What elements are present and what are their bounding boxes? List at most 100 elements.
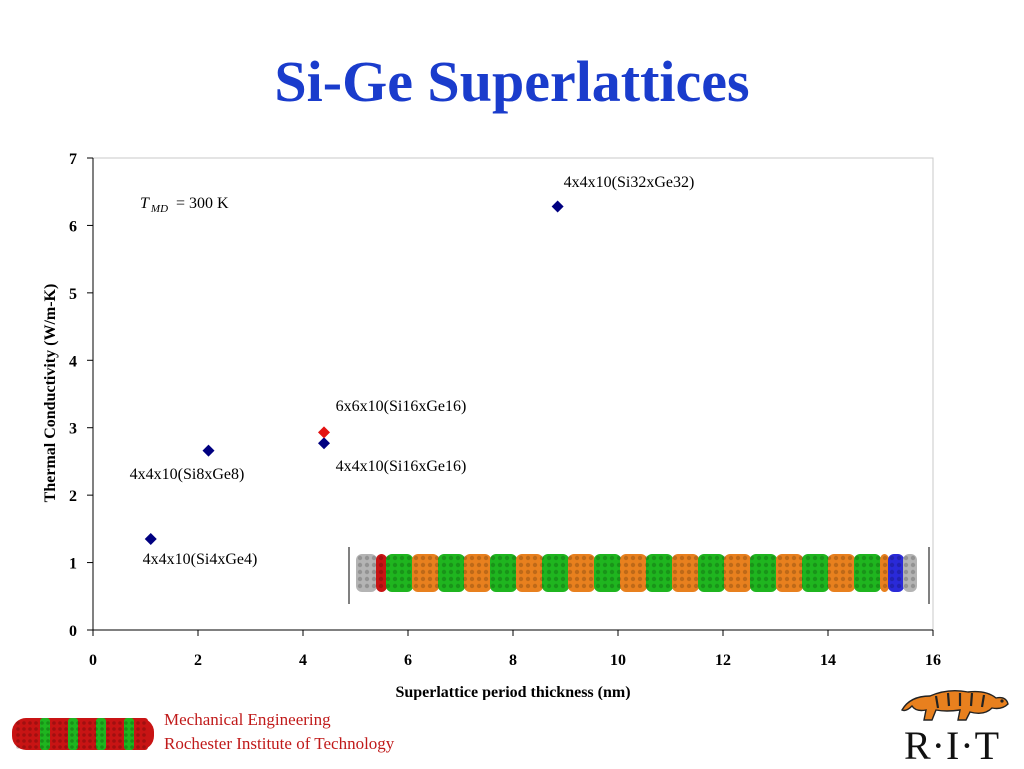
- nanowire-atom: [630, 555, 636, 561]
- nanowire-atom: [686, 569, 692, 575]
- nanowire-atom: [434, 576, 440, 582]
- nanowire-atom: [567, 583, 573, 589]
- nanowire-atom: [763, 562, 769, 568]
- nanowire-atom: [896, 569, 902, 575]
- nanowire-atom: [728, 583, 734, 589]
- nanowire-atom: [882, 583, 888, 589]
- nanowire-atom: [721, 562, 727, 568]
- tiger-logo: [901, 689, 1009, 721]
- nanowire-atom: [658, 583, 664, 589]
- nanowire-atom: [581, 576, 587, 582]
- si-ge-nanowire-graphic: [12, 718, 154, 750]
- footer-wire-atom: [106, 745, 110, 749]
- nanowire-atom: [896, 583, 902, 589]
- nanowire-atom: [623, 562, 629, 568]
- nanowire-segment: [464, 554, 491, 592]
- nanowire-atom: [861, 583, 867, 589]
- nanowire-atom: [833, 583, 839, 589]
- nanowire-atom: [714, 562, 720, 568]
- nanowire-atom: [511, 583, 517, 589]
- footer-wire-atom: [82, 733, 86, 737]
- nanowire-atom: [707, 583, 713, 589]
- footer-wire-atom: [88, 733, 92, 737]
- nanowire-atom: [574, 583, 580, 589]
- nanowire-atom: [735, 576, 741, 582]
- nanowire-atom: [588, 576, 594, 582]
- footer-wire-atom: [46, 745, 50, 749]
- nanowire-atom: [420, 555, 426, 561]
- footer-wire-atom: [100, 745, 104, 749]
- footer-wire-atom: [58, 721, 62, 725]
- nanowire-atom: [483, 555, 489, 561]
- footer-wire-atom: [52, 739, 56, 743]
- nanowire-atom: [364, 562, 370, 568]
- footer-wire-atom: [28, 739, 32, 743]
- nanowire-atom: [385, 576, 391, 582]
- nanowire-atom: [602, 576, 608, 582]
- footer-wire-atom: [130, 721, 134, 725]
- nanowire-atom: [490, 576, 496, 582]
- footer-wire-atom: [118, 733, 122, 737]
- nanowire-segment: [750, 554, 777, 592]
- nanowire-atom: [784, 555, 790, 561]
- nanowire-atom: [707, 562, 713, 568]
- x-axis-ticks: 0 2 4 6 8 10 12 14 16: [89, 630, 941, 669]
- nanowire-atom: [574, 555, 580, 561]
- nanowire-atom: [868, 576, 874, 582]
- nanowire-atom: [791, 583, 797, 589]
- nanowire-atom: [721, 555, 727, 561]
- nanowire-atom: [693, 583, 699, 589]
- nanowire-atom: [763, 583, 769, 589]
- nanowire-atom: [371, 576, 377, 582]
- x-tick-label: 0: [89, 652, 97, 669]
- nanowire-atom: [546, 569, 552, 575]
- x-tick-label: 12: [715, 652, 731, 669]
- nanowire-atom: [455, 569, 461, 575]
- nanowire-atom: [469, 583, 475, 589]
- footer-wire-atom: [52, 745, 56, 749]
- nanowire-atom: [686, 562, 692, 568]
- y-axis-label: Thermal Conductivity (W/m-K): [42, 284, 59, 503]
- nanowire-atom: [868, 562, 874, 568]
- nanowire-atom: [721, 583, 727, 589]
- footer-wire-atom: [94, 739, 98, 743]
- nanowire-atom: [651, 576, 657, 582]
- nanowire-atom: [707, 555, 713, 561]
- footer-wire-atom: [52, 721, 56, 725]
- footer-wire-atom: [52, 733, 56, 737]
- nanowire-atom: [672, 569, 678, 575]
- nanowire-atom: [868, 555, 874, 561]
- nanowire-atom: [364, 569, 370, 575]
- footer-department: Mechanical Engineering: [164, 710, 331, 729]
- nanowire-atom: [889, 569, 895, 575]
- data-point-labels: 4x4x10(Si4xGe4) 4x4x10(Si8xGe8) 4x4x10(Si1…: [130, 174, 695, 568]
- nanowire-atom: [476, 569, 482, 575]
- nanowire-atom: [616, 583, 622, 589]
- nanowire-segment: [802, 554, 829, 592]
- nanowire-atom: [469, 562, 475, 568]
- nanowire-atom: [847, 569, 853, 575]
- annotation-subscript: MD: [150, 203, 168, 215]
- footer-wire-atom: [70, 745, 74, 749]
- nanowire-atom: [434, 583, 440, 589]
- nanowire-atom: [616, 555, 622, 561]
- footer-wire-atom: [64, 721, 68, 725]
- nanowire-atom: [889, 583, 895, 589]
- nanowire-atom: [448, 562, 454, 568]
- nanowire-atom: [882, 562, 888, 568]
- temperature-annotation: T MD = 300 K: [140, 195, 229, 215]
- x-tick-label: 4: [299, 652, 307, 669]
- data-points: [144, 200, 564, 545]
- nanowire-atom: [364, 555, 370, 561]
- nanowire-atom: [497, 583, 503, 589]
- nanowire-atom: [812, 569, 818, 575]
- nanowire-atom: [364, 583, 370, 589]
- nanowire-atom: [371, 569, 377, 575]
- nanowire-atom: [532, 562, 538, 568]
- nanowire-atom: [441, 555, 447, 561]
- nanowire-atom: [518, 576, 524, 582]
- nanowire-atom: [784, 576, 790, 582]
- nanowire-atom: [497, 562, 503, 568]
- nanowire-atom: [847, 576, 853, 582]
- nanowire-atom: [644, 569, 650, 575]
